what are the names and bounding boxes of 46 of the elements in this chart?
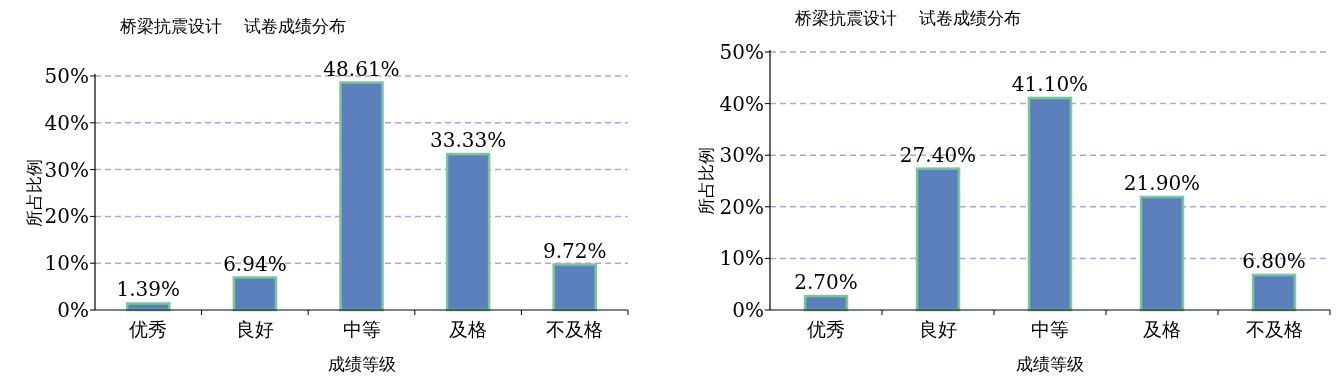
x-tick-label: 中等	[1031, 318, 1069, 340]
y-tick-label: 10%	[719, 246, 764, 271]
x-tick-label: 及格	[1143, 318, 1181, 340]
data-label: 1.39%	[116, 277, 181, 302]
data-label: 41.10%	[1011, 71, 1089, 96]
chart-title: 桥梁抗震设计 试卷成绩分布	[119, 16, 346, 36]
bar	[445, 152, 491, 312]
x-tick-label: 中等	[342, 318, 381, 340]
x-tick-label: 良好	[919, 318, 957, 340]
data-label: 21.90%	[1123, 171, 1201, 195]
bar	[339, 81, 384, 312]
bar	[552, 263, 597, 312]
x-tick-label: 不及格	[546, 318, 604, 340]
data-label: 2.70%	[794, 270, 858, 295]
x-tick-label: 不及格	[1245, 318, 1303, 340]
bar	[915, 167, 961, 312]
y-tick-label: 0%	[57, 298, 89, 322]
y-tick-label: 30%	[44, 157, 89, 182]
y-tick-label: 50%	[719, 40, 764, 64]
data-label: 6.94%	[223, 251, 287, 276]
data-label: 9.72%	[542, 238, 607, 263]
y-tick-label: 0%	[732, 298, 764, 322]
y-tick-label: 30%	[719, 143, 764, 168]
bar	[1251, 273, 1297, 312]
y-tick-label: 40%	[719, 91, 764, 116]
x-tick-label: 优秀	[129, 318, 168, 340]
data-label: 48.61%	[323, 56, 400, 81]
data-label: 33.33%	[429, 128, 507, 153]
chart-title: 桥梁抗震设计 试卷成绩分布	[794, 8, 1021, 28]
y-tick-label: 40%	[44, 110, 89, 135]
x-tick-label: 及格	[449, 318, 488, 340]
x-tick-label: 良好	[235, 318, 274, 340]
y-tick-label: 10%	[44, 251, 89, 276]
data-label: 27.40%	[899, 142, 977, 167]
bar	[232, 276, 278, 312]
x-axis-title: 成绩等级	[327, 354, 396, 374]
y-axis-title: 所占比例	[696, 147, 716, 215]
y-tick-label: 50%	[44, 64, 89, 88]
x-axis-title: 成绩等级	[1016, 354, 1084, 374]
y-axis-title: 所占比例	[24, 159, 44, 227]
y-tick-label: 20%	[44, 204, 89, 229]
data-label: 6.80%	[1242, 248, 1306, 273]
bar	[1139, 195, 1185, 312]
x-tick-label: 优秀	[807, 318, 845, 340]
y-tick-label: 20%	[719, 194, 764, 219]
bar	[1027, 96, 1073, 312]
